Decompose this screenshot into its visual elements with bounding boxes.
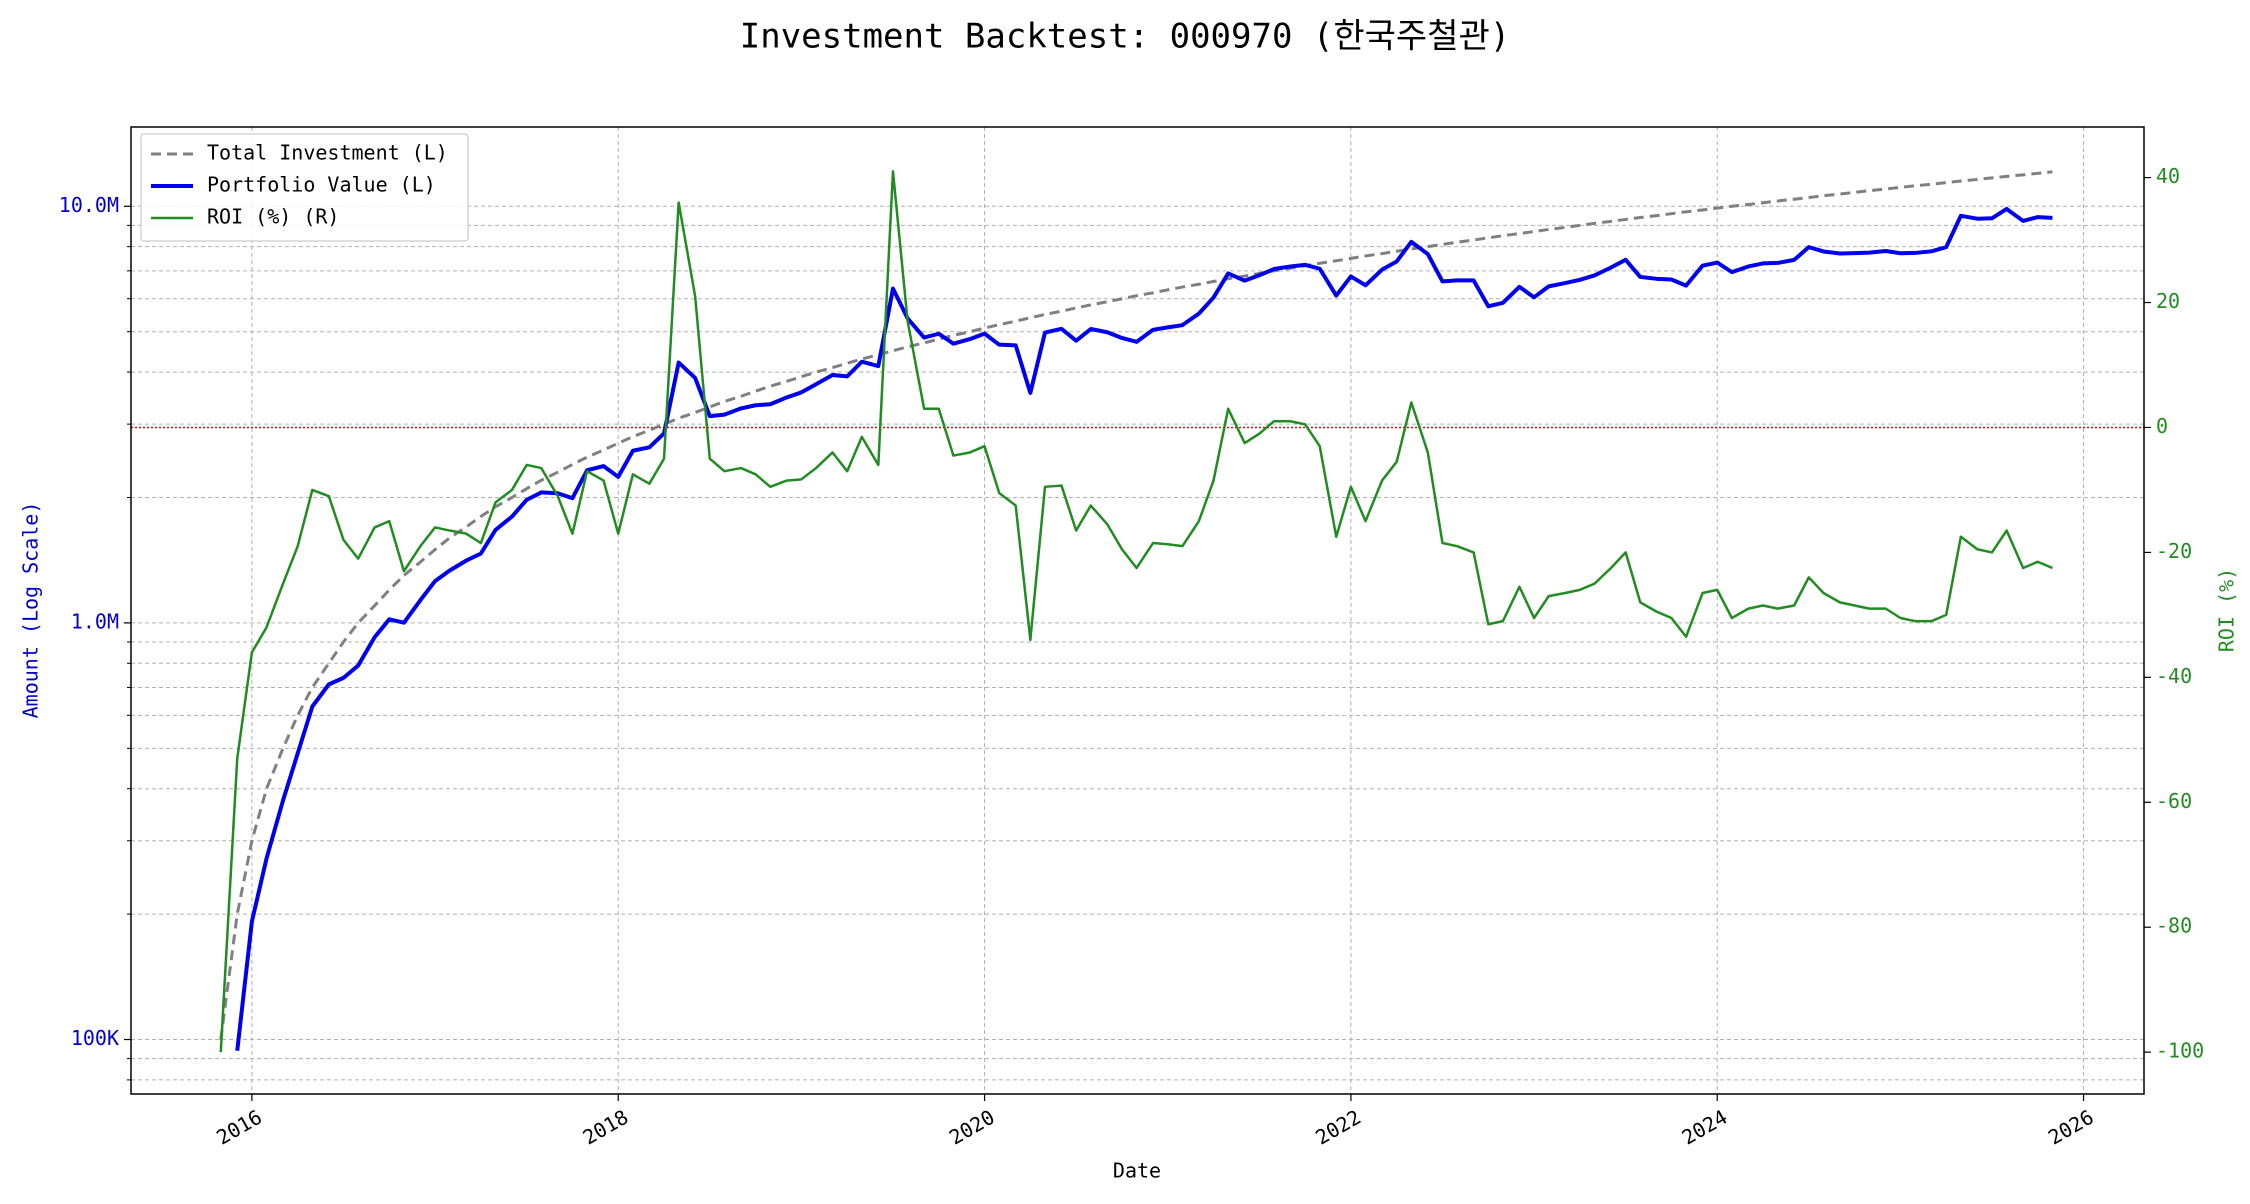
series-line bbox=[219, 170, 2053, 1040]
y-axis-label: Amount (Log Scale) bbox=[19, 502, 43, 719]
y2-tick-label: 20 bbox=[2156, 289, 2180, 313]
y2-axis-label: ROI (%) bbox=[2215, 568, 2239, 652]
series-line bbox=[219, 170, 2053, 1053]
legend-label: Portfolio Value (L) bbox=[207, 173, 436, 197]
y2-tick-label: -20 bbox=[2156, 539, 2192, 563]
y-tick-label: 10.0M bbox=[59, 193, 119, 217]
chart-title: Investment Backtest: 000970 (한국주철관) bbox=[740, 17, 1511, 57]
y2-tick-label: 0 bbox=[2156, 414, 2168, 438]
legend: Total Investment (L) Portfolio Value (L) R… bbox=[140, 133, 469, 242]
plot-frame bbox=[130, 126, 2145, 1095]
y-tick-label: 1.0M bbox=[71, 609, 119, 633]
plot-lines bbox=[131, 170, 2144, 1053]
y2-tick-label: -100 bbox=[2156, 1039, 2204, 1063]
series-line bbox=[235, 206, 2053, 1051]
y2-tick-label: 40 bbox=[2156, 164, 2180, 188]
y2-tick-label: -80 bbox=[2156, 914, 2192, 938]
x-axis-label: Date bbox=[1113, 1159, 1161, 1183]
legend-box bbox=[140, 133, 469, 242]
legend-label: ROI (%) (R) bbox=[207, 205, 339, 229]
grid bbox=[131, 127, 2144, 1094]
y2-tick-label: -60 bbox=[2156, 789, 2192, 813]
y2-tick-label: -40 bbox=[2156, 664, 2192, 688]
y-tick-label: 100K bbox=[71, 1026, 119, 1050]
legend-label: Total Investment (L) bbox=[207, 141, 448, 165]
